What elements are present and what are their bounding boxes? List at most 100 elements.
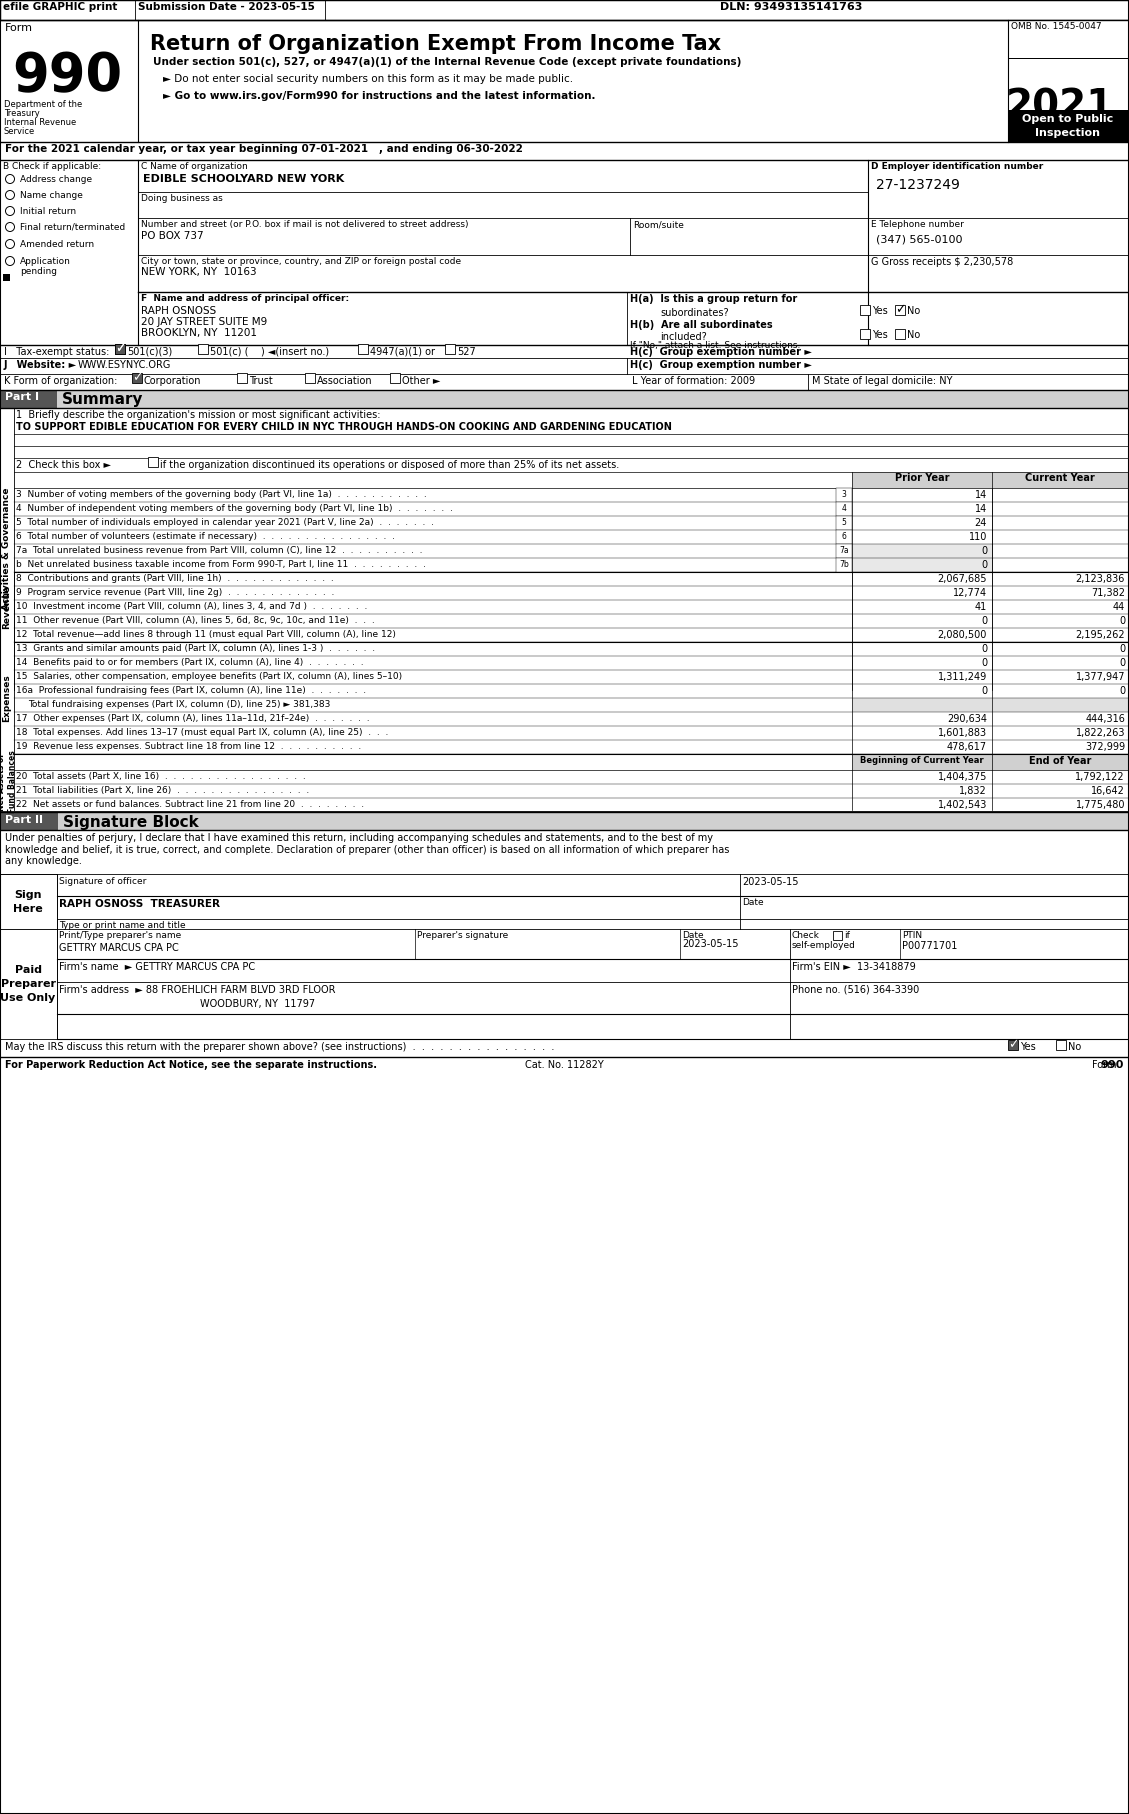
Text: J   Website: ►: J Website: ► — [5, 359, 77, 370]
Text: 7b: 7b — [839, 561, 849, 570]
Text: Submission Date - 2023-05-15: Submission Date - 2023-05-15 — [138, 2, 315, 13]
Text: Type or print name and title: Type or print name and title — [59, 922, 185, 931]
Text: For Paperwork Reduction Act Notice, see the separate instructions.: For Paperwork Reduction Act Notice, see … — [5, 1059, 377, 1070]
Bar — [0, 874, 56, 929]
Text: ✓: ✓ — [115, 343, 125, 356]
Text: 4947(a)(1) or: 4947(a)(1) or — [370, 346, 435, 357]
Text: 2,123,836: 2,123,836 — [1076, 573, 1124, 584]
Bar — [860, 328, 870, 339]
Text: ✓: ✓ — [1008, 1038, 1018, 1052]
Text: ✓: ✓ — [895, 303, 905, 316]
Text: 0: 0 — [1119, 617, 1124, 626]
Text: 478,617: 478,617 — [947, 742, 987, 753]
Text: 0: 0 — [1119, 658, 1124, 668]
Text: 14: 14 — [974, 490, 987, 501]
Bar — [835, 502, 852, 515]
Text: ✓: ✓ — [132, 372, 142, 385]
Text: E Telephone number: E Telephone number — [870, 219, 964, 229]
Bar — [852, 559, 992, 571]
Text: 12  Total revenue—add lines 8 through 11 (must equal Part VIII, column (A), line: 12 Total revenue—add lines 8 through 11 … — [16, 629, 396, 639]
Text: 19  Revenue less expenses. Subtract line 18 from line 12  .  .  .  .  .  .  .  .: 19 Revenue less expenses. Subtract line … — [16, 742, 361, 751]
Text: May the IRS discuss this return with the preparer shown above? (see instructions: May the IRS discuss this return with the… — [5, 1041, 554, 1052]
Bar — [835, 559, 852, 571]
Text: Name change: Name change — [20, 190, 82, 200]
Text: 12,774: 12,774 — [953, 588, 987, 599]
Text: PTIN: PTIN — [902, 931, 922, 940]
Text: 16,642: 16,642 — [1091, 785, 1124, 796]
Text: ► Go to www.irs.gov/Form990 for instructions and the latest information.: ► Go to www.irs.gov/Form990 for instruct… — [163, 91, 595, 102]
Bar — [0, 813, 58, 831]
Text: Total fundraising expenses (Part IX, column (D), line 25) ► 381,383: Total fundraising expenses (Part IX, col… — [28, 700, 331, 709]
Text: Under section 501(c), 527, or 4947(a)(1) of the Internal Revenue Code (except pr: Under section 501(c), 527, or 4947(a)(1)… — [154, 56, 742, 67]
Text: 501(c) (    ) ◄(insert no.): 501(c) ( ) ◄(insert no.) — [210, 346, 330, 357]
Text: TO SUPPORT EDIBLE EDUCATION FOR EVERY CHILD IN NYC THROUGH HANDS-ON COOKING AND : TO SUPPORT EDIBLE EDUCATION FOR EVERY CH… — [16, 423, 672, 432]
Text: Preparer's signature: Preparer's signature — [417, 931, 508, 940]
Text: 7a  Total unrelated business revenue from Part VIII, column (C), line 12  .  .  : 7a Total unrelated business revenue from… — [16, 546, 422, 555]
Text: Activities & Governance: Activities & Governance — [2, 488, 11, 610]
Text: pending: pending — [20, 267, 56, 276]
Text: 41: 41 — [974, 602, 987, 611]
Text: efile GRAPHIC print: efile GRAPHIC print — [3, 2, 117, 13]
Bar — [390, 374, 400, 383]
Bar — [835, 515, 852, 530]
Bar — [0, 390, 1129, 408]
Text: Yes: Yes — [872, 307, 887, 316]
Bar — [0, 390, 56, 408]
Text: 2  Check this box ►: 2 Check this box ► — [16, 461, 111, 470]
Text: OMB No. 1545-0047: OMB No. 1545-0047 — [1010, 22, 1102, 31]
Text: Signature Block: Signature Block — [63, 814, 199, 831]
Text: included?: included? — [660, 332, 707, 343]
Text: For the 2021 calendar year, or tax year beginning 07-01-2021   , and ending 06-3: For the 2021 calendar year, or tax year … — [5, 143, 523, 154]
Text: Date: Date — [682, 931, 703, 940]
Bar — [895, 305, 905, 316]
Text: 0: 0 — [981, 644, 987, 655]
Text: Check: Check — [793, 931, 820, 940]
Text: 0: 0 — [981, 658, 987, 668]
Text: Revenue: Revenue — [2, 584, 11, 629]
Bar — [992, 698, 1129, 713]
Text: 17  Other expenses (Part IX, column (A), lines 11a–11d, 21f–24e)  .  .  .  .  . : 17 Other expenses (Part IX, column (A), … — [16, 715, 369, 724]
Text: 0: 0 — [981, 561, 987, 570]
Text: 7a: 7a — [839, 546, 849, 555]
Text: I   Tax-exempt status:: I Tax-exempt status: — [5, 346, 110, 357]
Bar — [860, 305, 870, 316]
Text: 1,404,375: 1,404,375 — [937, 773, 987, 782]
Text: 10  Investment income (Part VIII, column (A), lines 3, 4, and 7d )  .  .  .  .  : 10 Investment income (Part VIII, column … — [16, 602, 367, 611]
Text: H(b)  Are all subordinates: H(b) Are all subordinates — [630, 319, 772, 330]
Text: Initial return: Initial return — [20, 207, 76, 216]
Text: Part II: Part II — [5, 814, 43, 825]
Text: No: No — [1068, 1041, 1082, 1052]
Text: 14: 14 — [974, 504, 987, 513]
Text: Amended return: Amended return — [20, 239, 94, 249]
Text: Room/suite: Room/suite — [633, 219, 684, 229]
Text: Return of Organization Exempt From Income Tax: Return of Organization Exempt From Incom… — [150, 34, 721, 54]
Text: C Name of organization: C Name of organization — [141, 161, 247, 171]
Bar — [1008, 58, 1129, 111]
Text: Final return/terminated: Final return/terminated — [20, 223, 125, 232]
Text: BROOKLYN, NY  11201: BROOKLYN, NY 11201 — [141, 328, 257, 337]
Bar — [148, 457, 158, 466]
Text: Department of the: Department of the — [5, 100, 82, 109]
Text: 21  Total liabilities (Part X, line 26)  .  .  .  .  .  .  .  .  .  .  .  .  .  : 21 Total liabilities (Part X, line 26) .… — [16, 785, 309, 795]
Text: 2023-05-15: 2023-05-15 — [742, 876, 798, 887]
Text: self-employed: self-employed — [793, 941, 856, 951]
Bar — [852, 472, 992, 488]
Text: Expenses: Expenses — [2, 675, 11, 722]
Bar — [198, 345, 208, 354]
Text: Number and street (or P.O. box if mail is not delivered to street address): Number and street (or P.O. box if mail i… — [141, 219, 469, 229]
Text: DLN: 93493135141763: DLN: 93493135141763 — [720, 2, 863, 13]
Text: Doing business as: Doing business as — [141, 194, 222, 203]
Text: Corporation: Corporation — [145, 375, 201, 386]
Text: 3: 3 — [841, 490, 847, 499]
Text: 2,067,685: 2,067,685 — [937, 573, 987, 584]
Text: 13  Grants and similar amounts paid (Part IX, column (A), lines 1-3 )  .  .  .  : 13 Grants and similar amounts paid (Part… — [16, 644, 375, 653]
Text: Cat. No. 11282Y: Cat. No. 11282Y — [525, 1059, 603, 1070]
Text: 2,195,262: 2,195,262 — [1076, 629, 1124, 640]
Text: 990: 990 — [1101, 1059, 1124, 1070]
Text: 5  Total number of individuals employed in calendar year 2021 (Part V, line 2a) : 5 Total number of individuals employed i… — [16, 519, 434, 528]
Text: K Form of organization:: K Form of organization: — [5, 375, 117, 386]
Text: B Check if applicable:: B Check if applicable: — [3, 161, 102, 171]
Text: 501(c)(3): 501(c)(3) — [126, 346, 173, 357]
Bar — [895, 328, 905, 339]
Bar — [1056, 1039, 1066, 1050]
